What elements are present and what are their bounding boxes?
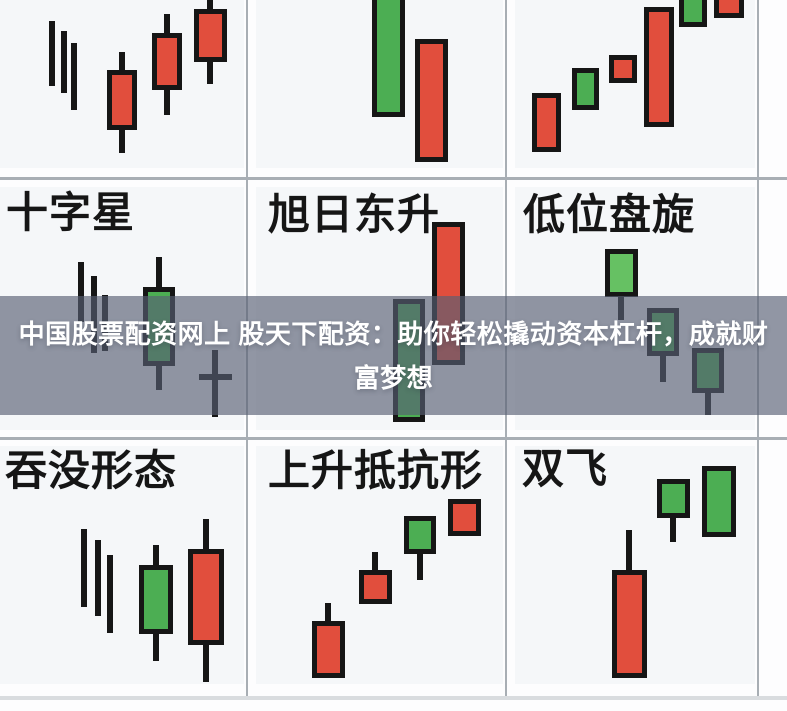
pattern-cell	[256, 446, 503, 684]
candle-body-green_light	[604, 249, 638, 297]
promo-banner-text-line1: 中国股票配资网上 股天下配资：助你轻松撬动资本杠杆，成就财	[18, 318, 769, 349]
candle-wick-line	[107, 555, 113, 633]
candle-body-red	[414, 39, 448, 162]
candle-body-red	[611, 570, 647, 678]
candle-body-red	[193, 9, 227, 62]
candle-body-red	[644, 7, 674, 127]
pattern-label-double-fly: 双飞	[522, 445, 609, 492]
candle-body-red	[714, 0, 744, 18]
candle-body-green	[679, 0, 707, 27]
pattern-label-engulfing: 吞没形态	[5, 447, 178, 494]
candle-body-red	[447, 499, 481, 536]
candle-body-red	[358, 570, 392, 604]
candle-wick-line	[49, 21, 55, 86]
candle-body-red	[152, 33, 182, 90]
candle-body-red	[531, 93, 561, 152]
pattern-label-low-hover: 低位盘旋	[523, 191, 696, 238]
candle-body-green	[404, 516, 436, 554]
footer-divider-line	[0, 696, 787, 700]
candle-body-green	[702, 466, 736, 537]
pattern-label-doji-star: 十字星	[6, 189, 136, 236]
candle-wick-line	[78, 262, 84, 322]
candle-body-green	[656, 479, 690, 518]
promo-banner-text-line2: 富梦想	[353, 362, 434, 393]
candle-wick-line	[95, 540, 101, 616]
candle-body-red	[609, 55, 637, 83]
candle-wick-line	[61, 31, 67, 93]
grid-horizontal-divider	[0, 437, 787, 440]
candle-body-red	[188, 549, 224, 645]
pattern-label-rising-sun: 旭日东升	[268, 191, 441, 238]
candle-body-green	[371, 0, 405, 117]
promo-banner: 中国股票配资网上 股天下配资：助你轻松撬动资本杠杆，成就财 富梦想	[0, 296, 787, 415]
pattern-label-rising-resistance: 上升抵抗形	[268, 447, 484, 494]
candle-wick-line	[81, 529, 87, 607]
candle-body-green	[139, 565, 173, 634]
candle-body-red	[107, 70, 137, 130]
candle-body-red	[311, 621, 345, 678]
grid-horizontal-divider	[0, 177, 787, 180]
candle-body-green	[571, 68, 599, 110]
candle-wick-line	[71, 43, 77, 110]
